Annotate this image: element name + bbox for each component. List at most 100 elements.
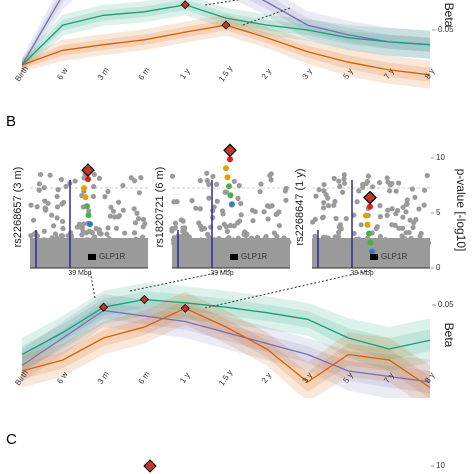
snp-dot	[341, 172, 347, 178]
snp-dot	[84, 237, 90, 243]
snp-dot	[341, 180, 348, 186]
snp-dot	[90, 193, 96, 200]
snp-dot	[60, 218, 66, 225]
confidence-band-inner	[22, 0, 430, 69]
ld-dot	[367, 203, 373, 210]
plot-area	[21, 283, 431, 398]
snp-dot	[238, 200, 244, 207]
snp-dot	[184, 234, 190, 240]
gene-label: GLP1R	[381, 252, 407, 261]
snp-dot	[131, 206, 137, 212]
snp-dot	[404, 197, 410, 203]
snp-dot	[424, 172, 430, 179]
snp-dot	[206, 195, 212, 201]
snp-dot	[58, 237, 64, 243]
snp-dot	[98, 231, 104, 237]
confidence-band-inner	[22, 19, 430, 82]
snp-dot	[37, 238, 43, 244]
snp-dot	[273, 211, 279, 217]
snp-dot	[41, 185, 47, 191]
snp-dot	[169, 173, 176, 179]
series-line	[21, 309, 431, 383]
confidence-band	[22, 294, 430, 398]
connector	[204, 269, 373, 309]
snp-dot	[115, 239, 121, 245]
snp-dot	[406, 229, 412, 236]
snp-dot	[198, 239, 204, 245]
snp-dot	[325, 236, 331, 243]
snp-dot	[400, 204, 406, 210]
snp-dot	[55, 187, 61, 193]
snp-dot	[283, 185, 289, 191]
y-axis-label: p-value [-log10]	[454, 169, 468, 252]
snp-dot	[128, 175, 134, 181]
ld-dot	[87, 221, 93, 228]
snp-dot	[341, 176, 347, 182]
snp-dot	[132, 220, 139, 226]
snp-dot	[261, 209, 267, 215]
highlight-diamond	[99, 302, 109, 312]
gene-box	[88, 254, 96, 260]
snp-dot	[134, 210, 140, 216]
snp-dot	[343, 215, 349, 222]
snp-dot	[65, 239, 71, 245]
snp-dot	[408, 235, 414, 241]
snp-dot	[224, 237, 230, 243]
snp-dot	[403, 209, 409, 215]
snp-dot	[425, 240, 432, 246]
x-tick-label: 1 y	[178, 67, 191, 81]
snp-dot	[365, 173, 371, 179]
snp-dot	[96, 227, 102, 233]
snp-dot	[402, 240, 409, 246]
snp-dot	[276, 222, 282, 229]
snp-dot	[107, 213, 113, 219]
snp-dot	[201, 225, 208, 232]
gene-label: GLP1R	[241, 252, 267, 261]
snp-dot	[254, 234, 261, 240]
snp-dot	[136, 190, 142, 196]
snp-dot	[310, 219, 316, 225]
snp-dot	[63, 183, 69, 190]
confidence-band	[22, 14, 430, 89]
ld-dot	[224, 174, 231, 181]
ld-dot	[364, 221, 371, 228]
snp-dot	[54, 193, 60, 200]
ld-dot	[369, 248, 375, 255]
snp-dot	[210, 173, 216, 180]
snp-dot	[42, 207, 49, 213]
snp-dot	[258, 181, 264, 187]
ld-dot	[367, 239, 374, 246]
snp-dot	[384, 212, 390, 219]
snp-dot	[120, 207, 126, 213]
snp-dot	[206, 181, 212, 187]
snp-dot	[236, 183, 242, 189]
snp-dot	[34, 204, 40, 210]
connector	[89, 269, 96, 299]
x-tick-label: 3 m	[96, 369, 111, 385]
snp-dot	[376, 180, 383, 186]
snp-dot	[220, 208, 226, 214]
series-line	[21, 307, 431, 389]
snp-dot	[235, 235, 241, 241]
snp-dot	[172, 220, 179, 226]
snp-dot	[389, 180, 395, 187]
snp-dot	[395, 180, 402, 186]
snp-dot	[336, 229, 342, 235]
highlight-diamond	[221, 20, 231, 30]
snp-dot	[409, 186, 415, 192]
snp-dot	[96, 175, 103, 181]
x-tick-label: 1.5 y	[217, 368, 234, 387]
snp-dot	[197, 206, 203, 212]
position-label: 39 Mbp	[68, 270, 91, 277]
gene-label: GLP1R	[99, 252, 125, 261]
snp-dot	[339, 189, 346, 195]
snp-dot	[283, 197, 289, 203]
snp-dot	[312, 233, 318, 239]
snp-dot	[250, 238, 256, 245]
ld-dot	[81, 185, 87, 192]
snp-dot	[86, 228, 92, 234]
snp-dot	[417, 233, 423, 239]
snp-dot	[104, 231, 110, 237]
snp-dot	[358, 222, 364, 228]
snp-dot	[217, 225, 223, 231]
